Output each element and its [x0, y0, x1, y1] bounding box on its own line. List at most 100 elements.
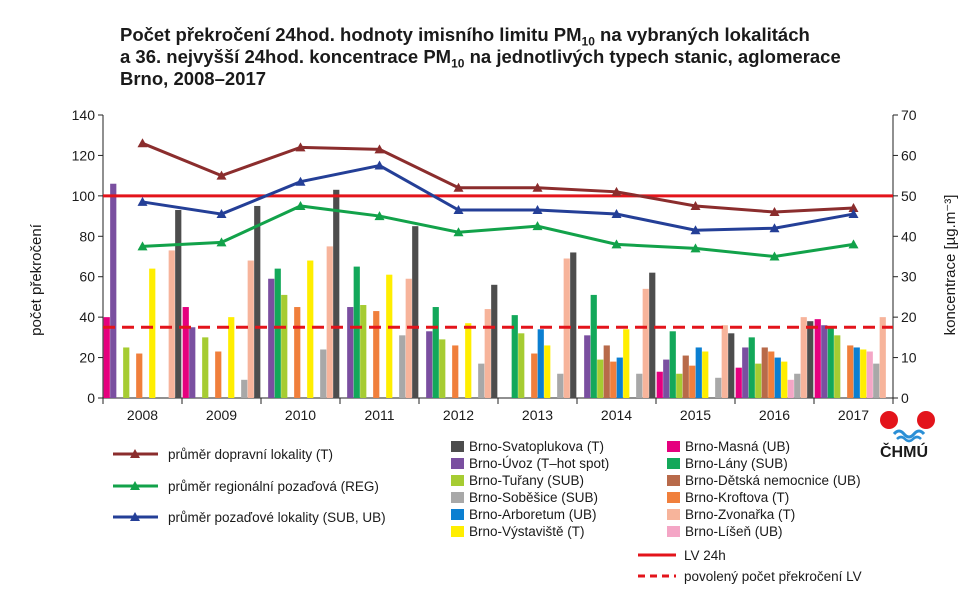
bar — [202, 337, 209, 398]
y-tick-label-left: 100 — [72, 188, 96, 204]
bar — [656, 371, 663, 398]
y-tick-label-right: 60 — [901, 147, 917, 163]
bar — [478, 363, 485, 398]
x-tick-label: 2009 — [206, 407, 237, 423]
bar — [847, 345, 854, 398]
bar — [110, 183, 117, 398]
bar — [570, 252, 577, 398]
bar — [491, 284, 498, 398]
bar — [241, 379, 248, 398]
bar — [853, 347, 860, 398]
x-tick-label: 2008 — [127, 407, 158, 423]
legend-label: povolený počet překročení LV — [684, 569, 862, 584]
bar — [281, 294, 288, 398]
bar — [537, 329, 544, 398]
bar — [636, 373, 643, 398]
bar — [531, 353, 538, 398]
line-marker — [295, 200, 306, 210]
bar — [557, 373, 564, 398]
bar — [412, 226, 419, 398]
line-marker — [216, 170, 227, 180]
legend-line-marker — [130, 481, 140, 490]
bar — [347, 307, 354, 398]
legend-bar-swatch — [451, 458, 464, 469]
line-marker — [216, 209, 227, 219]
bar — [386, 274, 393, 398]
line-marker — [374, 160, 385, 170]
legend-bar-swatch — [451, 492, 464, 503]
bar — [689, 365, 696, 398]
line-marker — [690, 225, 701, 235]
bar — [426, 331, 433, 398]
bar — [616, 357, 623, 398]
bar — [484, 309, 491, 398]
bar — [518, 333, 525, 398]
legend-label: Brno-Svatoplukova (T) — [469, 439, 604, 454]
bar — [452, 345, 459, 398]
bar — [584, 335, 591, 398]
bar — [807, 321, 814, 398]
line-marker — [374, 211, 385, 221]
bar — [274, 268, 281, 398]
y-tick-label-right: 70 — [901, 107, 917, 123]
x-tick-label: 2013 — [522, 407, 553, 423]
legend-bar-swatch — [451, 526, 464, 537]
bar — [682, 355, 689, 398]
title-line-1: Počet překročení 24hod. hodnoty imisního… — [120, 24, 810, 49]
y-axis-label-left: počet překročení — [27, 224, 45, 336]
title-line-2: a 36. nejvyšší 24hod. koncentrace PM10 n… — [120, 46, 841, 71]
bar — [465, 323, 472, 398]
bar — [768, 351, 775, 398]
y-tick-label-right: 40 — [901, 228, 917, 244]
bar — [642, 288, 649, 398]
y-tick-label-left: 60 — [79, 269, 95, 285]
bar — [603, 345, 610, 398]
x-tick-label: 2010 — [285, 407, 316, 423]
bar — [735, 367, 742, 398]
legend-label: Brno-Kroftova (T) — [685, 490, 789, 505]
bar — [215, 351, 222, 398]
line-marker — [848, 202, 859, 212]
legend-label: Brno-Dětská nemocnice (UB) — [685, 473, 861, 488]
x-tick-label: 2017 — [838, 407, 869, 423]
bar — [373, 311, 380, 398]
bar — [326, 246, 333, 398]
y-tick-label-left: 80 — [79, 228, 95, 244]
bar — [590, 294, 597, 398]
legend-line-marker — [130, 512, 140, 521]
bar — [405, 278, 412, 398]
y-axis-label-right: koncentrace [µg.m⁻³] — [942, 194, 959, 336]
bar — [149, 268, 156, 398]
legend-bar-swatch — [451, 509, 464, 520]
line-marker — [453, 205, 464, 215]
bar — [511, 315, 518, 398]
bar — [761, 347, 768, 398]
legend-label: Brno-Lány (SUB) — [685, 456, 788, 471]
bar — [623, 329, 630, 398]
y-tick-label-right: 30 — [901, 269, 917, 285]
line-marker — [690, 243, 701, 253]
legend-bar-swatch — [667, 509, 680, 520]
bar — [103, 317, 110, 398]
legend-label: LV 24h — [684, 548, 726, 563]
series-line — [142, 204, 854, 259]
legend-label: Brno-Zvonařka (T) — [685, 507, 795, 522]
bar — [702, 351, 709, 398]
y-tick-label-right: 50 — [901, 188, 917, 204]
line-marker — [611, 239, 622, 249]
bar — [663, 359, 670, 398]
y-tick-label-left: 40 — [79, 309, 95, 325]
legend-bar-swatch — [667, 526, 680, 537]
legend-bar-swatch — [451, 475, 464, 486]
bar — [866, 351, 873, 398]
bar — [294, 307, 301, 398]
line-marker — [769, 251, 780, 261]
bar — [610, 361, 617, 398]
legend-bar-swatch — [667, 475, 680, 486]
line-marker — [532, 221, 543, 231]
bar — [800, 317, 807, 398]
bar — [247, 260, 254, 398]
legend-label: Brno-Arboretum (UB) — [469, 507, 597, 522]
logo-text: ČHMÚ — [880, 444, 928, 461]
y-tick-label-left: 140 — [72, 107, 96, 123]
